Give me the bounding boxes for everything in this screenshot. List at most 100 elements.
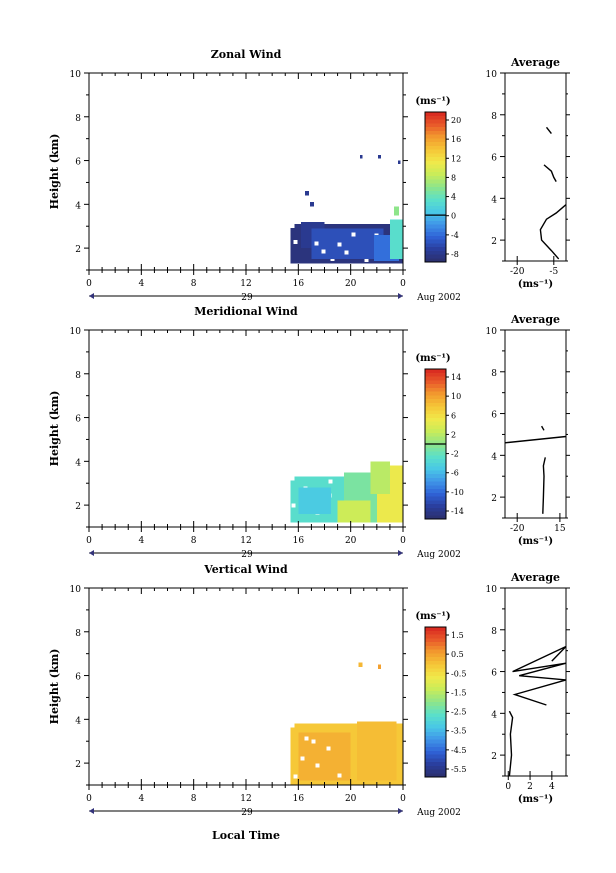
data-block bbox=[378, 664, 381, 669]
colorbar-cell bbox=[425, 134, 446, 139]
colorbar-cell bbox=[425, 115, 446, 120]
x-tick-label: 0 bbox=[86, 794, 92, 804]
x-tick-label: 16 bbox=[293, 279, 305, 289]
colorbar-cell bbox=[425, 447, 446, 452]
average-title: Average bbox=[510, 571, 560, 584]
colorbar-cell bbox=[425, 485, 446, 490]
avg-y-tick-label: 10 bbox=[486, 327, 498, 337]
y-tick-label: 10 bbox=[70, 327, 82, 337]
avg-x-tick-label: -5 bbox=[549, 267, 558, 277]
data-gap bbox=[321, 249, 326, 254]
colorbar-unit: (ms⁻¹) bbox=[415, 611, 450, 622]
x-tick-label: 4 bbox=[138, 794, 144, 804]
colorbar-cell bbox=[425, 743, 446, 748]
colorbar-cell bbox=[425, 642, 446, 647]
y-axis-label: Height (km) bbox=[48, 391, 61, 467]
colorbar-cell bbox=[425, 504, 446, 509]
y-tick-label: 8 bbox=[75, 114, 81, 124]
date-label: Aug 2002 bbox=[416, 293, 461, 303]
x-tick-label: 8 bbox=[191, 536, 197, 546]
colorbar-unit: (ms⁻¹) bbox=[415, 353, 450, 364]
colorbar-cell bbox=[425, 417, 446, 422]
colorbar-cell bbox=[425, 720, 446, 725]
avg-y-tick-label: 8 bbox=[491, 369, 497, 379]
data-gap bbox=[337, 773, 342, 778]
colorbar-tick-label: 14 bbox=[451, 373, 461, 382]
x-tick-label: 0 bbox=[400, 794, 406, 804]
colorbar-cell bbox=[425, 179, 446, 184]
x-axis-label: Local Time bbox=[212, 829, 280, 842]
colorbar-cell bbox=[425, 466, 446, 471]
y-tick-label: 10 bbox=[70, 585, 82, 595]
data-gap bbox=[293, 774, 298, 779]
x-tick-label: 20 bbox=[345, 279, 357, 289]
colorbar-cell bbox=[425, 145, 446, 150]
data-gap bbox=[290, 224, 295, 229]
day-arrow-left bbox=[89, 550, 94, 556]
colorbar-tick-label: 8 bbox=[451, 173, 456, 182]
colorbar-cell bbox=[425, 634, 446, 639]
colorbar-cell bbox=[425, 713, 446, 718]
average-profile-line bbox=[542, 457, 546, 514]
colorbar-cell bbox=[425, 250, 446, 255]
colorbar-tick-label: 10 bbox=[451, 392, 461, 401]
x-tick-label: 0 bbox=[86, 279, 92, 289]
colorbar-cell bbox=[425, 235, 446, 240]
colorbar-tick-label: -4 bbox=[451, 231, 459, 240]
panel-title: Meridional Wind bbox=[194, 305, 298, 318]
colorbar-cell bbox=[425, 762, 446, 767]
colorbar-cell bbox=[425, 773, 446, 778]
data-block bbox=[337, 500, 371, 523]
colorbar-cell bbox=[425, 724, 446, 729]
avg-y-tick-label: 8 bbox=[491, 112, 497, 122]
colorbar-cell bbox=[425, 387, 446, 392]
avg-x-tick-label: -20 bbox=[510, 524, 525, 534]
colorbar-cell bbox=[425, 187, 446, 192]
colorbar-cell bbox=[425, 444, 446, 449]
data-block bbox=[359, 155, 363, 159]
colorbar-tick-label: -3.5 bbox=[451, 727, 466, 736]
colorbar-cell bbox=[425, 698, 446, 703]
x-tick-label: 0 bbox=[86, 536, 92, 546]
avg-x-axis-label: (ms⁻¹) bbox=[518, 536, 553, 547]
avg-y-tick-label: 8 bbox=[491, 627, 497, 637]
colorbar-cell bbox=[425, 765, 446, 770]
colorbar-cell bbox=[425, 492, 446, 497]
y-tick-label: 2 bbox=[75, 760, 81, 770]
data-gap bbox=[311, 739, 316, 744]
data-gap bbox=[304, 736, 309, 741]
colorbar-unit: (ms⁻¹) bbox=[415, 96, 450, 107]
colorbar-cell bbox=[425, 664, 446, 669]
data-gap bbox=[290, 476, 295, 481]
data-gap bbox=[290, 723, 295, 728]
day-label: 29 bbox=[241, 293, 253, 303]
colorbar-cell bbox=[425, 217, 446, 222]
y-tick-label: 8 bbox=[75, 629, 81, 639]
average-profile-line bbox=[539, 204, 567, 260]
colorbar-cell bbox=[425, 758, 446, 763]
colorbar-cell bbox=[425, 754, 446, 759]
avg-y-tick-label: 4 bbox=[491, 195, 497, 205]
average-profile-line bbox=[545, 126, 552, 135]
data-block bbox=[311, 228, 384, 260]
x-tick-label: 12 bbox=[240, 536, 251, 546]
x-tick-label: 4 bbox=[138, 279, 144, 289]
data-gap bbox=[351, 232, 356, 237]
colorbar-cell bbox=[425, 717, 446, 722]
colorbar-tick-label: 2 bbox=[451, 430, 456, 439]
colorbar-cell bbox=[425, 657, 446, 662]
y-axis-label: Height (km) bbox=[48, 134, 61, 210]
colorbar-cell bbox=[425, 209, 446, 214]
avg-y-tick-label: 4 bbox=[491, 452, 497, 462]
average-frame bbox=[504, 329, 567, 519]
day-arrow-right bbox=[398, 808, 403, 814]
panel-2: Meridional Wind 2 4 6 8 10 Height (km) 0 4 8 12 16 2… bbox=[48, 305, 570, 560]
colorbar-cell bbox=[425, 481, 446, 486]
colorbar-cell bbox=[425, 410, 446, 415]
colorbar-cell bbox=[425, 515, 446, 520]
colorbar-cell bbox=[425, 172, 446, 177]
colorbar-cell bbox=[425, 202, 446, 207]
x-tick-label: 4 bbox=[138, 536, 144, 546]
colorbar-cell bbox=[425, 750, 446, 755]
colorbar-cell bbox=[425, 511, 446, 516]
